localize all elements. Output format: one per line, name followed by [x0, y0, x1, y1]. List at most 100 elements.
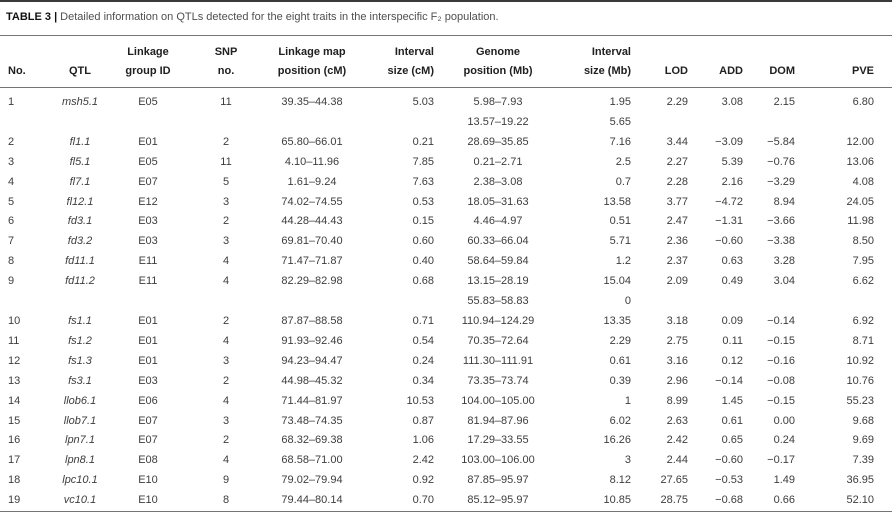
column-header-line: Interval [394, 46, 434, 58]
cell-genome-position: 111.30–111.91 [462, 354, 534, 367]
cell-qtl: fs1.2 [68, 334, 92, 347]
cell-genome-position: 2.38–3.08 [473, 175, 523, 188]
cell-map-position: 82.29–82.98 [281, 275, 343, 288]
cell-qtl: lpc10.1 [62, 474, 98, 487]
cell-add: −0.14 [715, 374, 743, 387]
column-header-line: size (Mb) [583, 65, 631, 77]
cell-linkage-group: E03 [138, 215, 158, 228]
cell-lod: 3.18 [666, 314, 688, 327]
cell-map-position: 1.61–9.24 [287, 175, 337, 188]
column-header-line: QTL [69, 65, 91, 77]
cell-genome-position: 17.29–33.55 [467, 434, 529, 447]
cell-interval-mb: 0.7 [615, 175, 631, 188]
cell-interval-cm: 0.21 [412, 135, 434, 148]
cell-add: 0.63 [721, 255, 743, 268]
cell-interval-cm: 2.42 [412, 454, 434, 467]
cell-dom: −5.84 [767, 135, 795, 148]
cell-linkage-group [116, 113, 180, 133]
cell-add: 1.45 [721, 394, 743, 407]
cell-no: 17 [8, 454, 21, 467]
table-row: 5 fl12.1 E12 3 74.02–74.55 0.53 18.05–31.63 13.… [0, 193, 892, 213]
cell-interval-mb: 1.95 [609, 96, 631, 108]
cell-no: 16 [8, 434, 21, 447]
cell-interval-mb: 13.35 [603, 314, 631, 327]
cell-snp-no: 3 [222, 235, 230, 248]
cell-no: 13 [8, 374, 21, 387]
cell-pve: 9.69 [852, 434, 874, 447]
column-header-add: ADD [694, 36, 749, 88]
cell-snp-no: 9 [222, 474, 230, 487]
cell-lod: 2.29 [666, 96, 688, 108]
cell-pve: 6.92 [852, 314, 874, 327]
cell-dom: −0.15 [767, 394, 795, 407]
cell-add: −3.09 [715, 135, 743, 148]
cell-dom: −0.17 [767, 454, 795, 467]
cell-interval-mb: 2.29 [609, 334, 631, 347]
cell-snp-no: 5 [222, 175, 230, 188]
cell-genome-position: 81.94–87.96 [467, 414, 529, 427]
cell-no: 9 [8, 275, 15, 288]
table-row: 11 fs1.2 E01 4 91.93–92.46 0.54 70.35–72.64 2.2… [0, 332, 892, 352]
column-header-line: position (cM) [277, 65, 347, 77]
cell-dom: −0.16 [767, 354, 795, 367]
cell-dom: −0.15 [767, 334, 795, 347]
cell-add: −4.72 [715, 195, 743, 208]
cell-linkage-group: E01 [138, 314, 158, 327]
cell-pve: 7.39 [852, 454, 874, 467]
cell-genome-position: 104.00–105.00 [461, 394, 535, 407]
cell-add: 3.08 [721, 96, 743, 108]
column-header-line: Genome [475, 46, 520, 58]
cell-add: 0.12 [721, 354, 743, 367]
column-header-map-position: Linkage map position (cM) [272, 36, 352, 88]
cell-no: 1 [8, 96, 15, 108]
cell-linkage-group: E12 [138, 195, 158, 208]
cell-map-position: 68.58–71.00 [281, 454, 343, 467]
cell-map-position: 4.10–11.96 [284, 155, 340, 168]
cell-map-position: 44.98–45.32 [281, 374, 343, 387]
cell-qtl: fd11.2 [65, 275, 95, 288]
cell-dom: −0.14 [767, 314, 795, 327]
cell-interval-cm: 0.15 [412, 215, 434, 228]
table-subrow: 55.83–58.83 0 [0, 292, 892, 312]
cell-snp-no: 3 [222, 195, 230, 208]
cell-map-position: 68.32–69.38 [281, 434, 343, 447]
cell-add: 0.61 [721, 414, 743, 427]
cell-pve: 10.76 [846, 374, 874, 387]
cell-linkage-group: E08 [138, 454, 158, 467]
column-header-genome-position: Genome position (Mb) [440, 36, 556, 88]
cell-interval-mb: 0 [624, 295, 631, 308]
table-row: 2 fl1.1 E01 2 65.80–66.01 0.21 28.69–35.85 7.16… [0, 133, 892, 153]
cell-linkage-group: E07 [138, 434, 158, 447]
cell-dom: 1.49 [773, 474, 795, 487]
cell-linkage-group: E10 [138, 494, 158, 507]
table-row: 19 vc10.1 E10 8 79.44–80.14 0.70 85.12–95.97 10… [0, 491, 892, 511]
cell-pve: 11.98 [847, 215, 874, 228]
cell-add [694, 292, 749, 312]
cell-lod: 27.65 [660, 474, 688, 487]
cell-snp-no: 8 [222, 494, 230, 507]
column-header-line: Linkage [127, 46, 169, 58]
cell-lod [637, 113, 694, 133]
cell-no: 5 [8, 195, 15, 208]
table-row: 1 msh5.1 E05 11 39.35–44.38 5.03 5.98–7.93 1.95… [0, 88, 892, 113]
cell-no: 10 [8, 314, 21, 327]
cell-interval-mb: 0.61 [609, 354, 631, 367]
table-row: 18 lpc10.1 E10 9 79.02–79.94 0.92 87.85–95.97 8… [0, 471, 892, 491]
cell-linkage-group: E01 [138, 135, 158, 148]
cell-pve: 24.05 [846, 195, 874, 208]
cell-interval-cm: 0.68 [412, 275, 434, 288]
cell-no: 8 [8, 255, 15, 268]
column-header-qtl: QTL [44, 36, 116, 88]
cell-no: 3 [8, 155, 15, 168]
cell-interval-cm: 0.53 [412, 195, 434, 208]
table-caption: TABLE 3 | Detailed information on QTLs de… [0, 2, 892, 35]
cell-lod: 2.28 [666, 175, 688, 188]
table-header: No. QTL Linkage group ID SNP no. Linkage map po… [0, 36, 892, 88]
cell-genome-position: 110.94–124.29 [461, 314, 535, 327]
cell-genome-position: 58.64–59.84 [467, 255, 529, 268]
cell-linkage-group [116, 292, 180, 312]
cell-qtl [44, 292, 116, 312]
table-row: 8 fd11.1 E11 4 71.47–71.87 0.40 58.64–59.84 1.2… [0, 252, 892, 272]
cell-genome-position: 5.98–7.93 [473, 96, 523, 108]
cell-interval-cm: 0.24 [412, 354, 434, 367]
